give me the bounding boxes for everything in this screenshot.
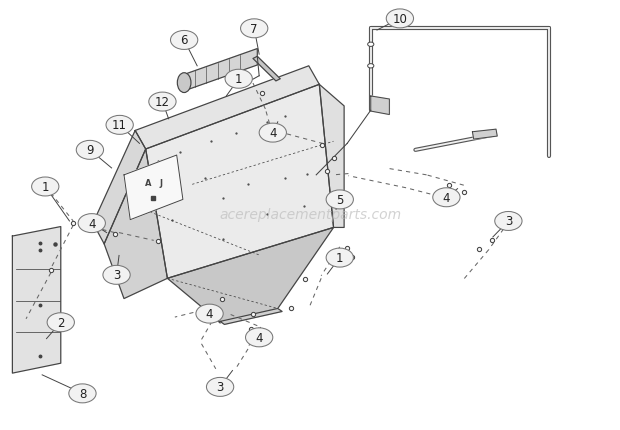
Text: 12: 12 bbox=[155, 96, 170, 109]
Circle shape bbox=[368, 64, 374, 69]
Polygon shape bbox=[93, 131, 146, 244]
Text: 4: 4 bbox=[269, 127, 277, 140]
Text: 4: 4 bbox=[443, 191, 450, 204]
Circle shape bbox=[206, 378, 234, 396]
Polygon shape bbox=[184, 49, 257, 92]
Polygon shape bbox=[220, 309, 282, 325]
Text: 2: 2 bbox=[57, 316, 64, 329]
Circle shape bbox=[326, 190, 353, 209]
Polygon shape bbox=[12, 227, 61, 373]
Text: 4: 4 bbox=[88, 217, 95, 230]
Circle shape bbox=[103, 266, 130, 285]
Polygon shape bbox=[371, 97, 389, 115]
Text: 11: 11 bbox=[112, 119, 127, 132]
Text: 1: 1 bbox=[42, 181, 49, 194]
Text: 10: 10 bbox=[392, 13, 407, 26]
Polygon shape bbox=[124, 156, 183, 220]
Circle shape bbox=[78, 214, 105, 233]
Circle shape bbox=[326, 249, 353, 267]
Text: 8: 8 bbox=[79, 387, 86, 400]
Text: 4: 4 bbox=[206, 307, 213, 320]
Text: 9: 9 bbox=[86, 144, 94, 157]
Circle shape bbox=[196, 304, 223, 323]
Text: 7: 7 bbox=[250, 23, 258, 36]
Circle shape bbox=[32, 178, 59, 197]
Text: J: J bbox=[159, 179, 162, 188]
Circle shape bbox=[149, 93, 176, 112]
Circle shape bbox=[106, 116, 133, 135]
Circle shape bbox=[69, 384, 96, 403]
Polygon shape bbox=[104, 150, 167, 299]
Circle shape bbox=[386, 10, 414, 29]
Circle shape bbox=[495, 212, 522, 231]
Polygon shape bbox=[319, 85, 344, 228]
Circle shape bbox=[433, 188, 460, 207]
Polygon shape bbox=[146, 85, 334, 279]
Circle shape bbox=[259, 124, 286, 143]
Text: 1: 1 bbox=[336, 252, 343, 264]
Circle shape bbox=[241, 20, 268, 39]
Text: 3: 3 bbox=[505, 215, 512, 228]
Circle shape bbox=[76, 141, 104, 160]
Text: 6: 6 bbox=[180, 34, 188, 47]
Text: acereplacementparts.com: acereplacementparts.com bbox=[219, 208, 401, 222]
Polygon shape bbox=[167, 228, 334, 322]
Text: 5: 5 bbox=[336, 194, 343, 206]
Text: 1: 1 bbox=[235, 73, 242, 86]
Circle shape bbox=[47, 313, 74, 332]
Circle shape bbox=[368, 43, 374, 47]
Circle shape bbox=[225, 70, 252, 89]
Polygon shape bbox=[472, 130, 497, 140]
Polygon shape bbox=[253, 57, 280, 82]
Text: A: A bbox=[145, 179, 152, 188]
Text: 3: 3 bbox=[216, 381, 224, 393]
Ellipse shape bbox=[177, 74, 191, 93]
Text: 3: 3 bbox=[113, 269, 120, 282]
Circle shape bbox=[246, 328, 273, 347]
Text: 4: 4 bbox=[255, 331, 263, 344]
Polygon shape bbox=[135, 67, 319, 150]
Circle shape bbox=[170, 31, 198, 50]
